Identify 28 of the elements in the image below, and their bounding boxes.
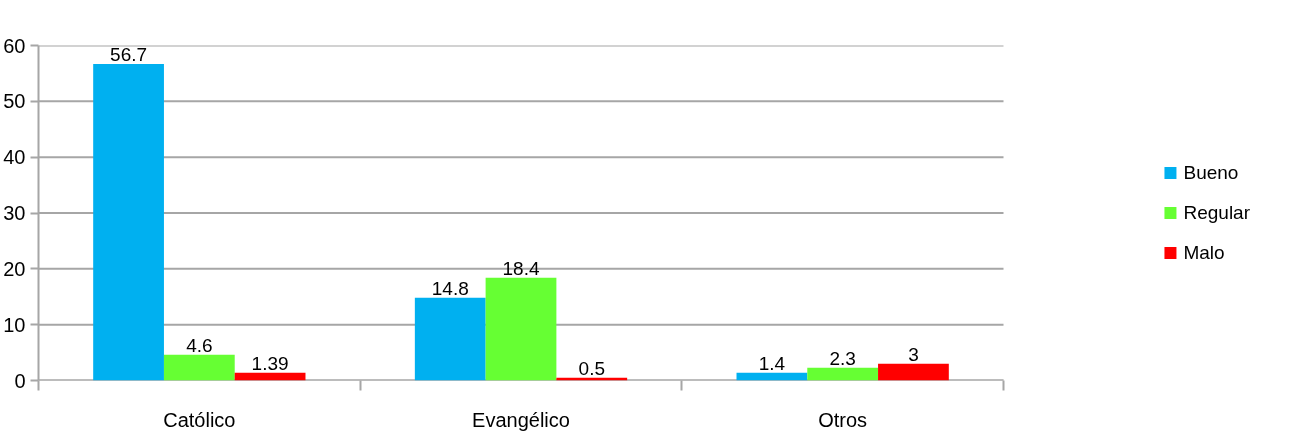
y-tick-label: 50 [3, 90, 26, 113]
bar [878, 363, 949, 381]
data-label: 4.6 [186, 334, 213, 356]
data-label: 18.4 [502, 257, 540, 279]
bar [485, 277, 557, 381]
data-label: 14.8 [431, 277, 469, 299]
legend-label: Regular [1183, 201, 1250, 224]
bar [93, 63, 164, 381]
data-label: 0.5 [578, 357, 605, 379]
bar [414, 297, 486, 381]
data-label: 2.3 [829, 347, 856, 369]
y-tick-label: 10 [3, 313, 26, 336]
bar [807, 367, 879, 381]
y-tick-label: 0 [14, 369, 26, 392]
data-label: 56.7 [110, 43, 148, 65]
y-tick-label: 30 [3, 202, 26, 224]
bar [163, 354, 235, 381]
x-tick-label: Evangélico [472, 408, 570, 431]
data-label: 3 [908, 343, 919, 365]
x-tick-label: Otros [818, 408, 868, 431]
y-tick-label: 40 [3, 146, 26, 169]
data-label: 1.39 [251, 352, 289, 374]
y-tick-label: 60 [3, 34, 26, 57]
legend-label: Malo [1183, 241, 1225, 264]
legend-label: Bueno [1183, 161, 1239, 184]
x-tick-label: Católico [163, 408, 236, 431]
y-tick-label: 20 [3, 257, 26, 280]
data-label: 1.4 [758, 352, 786, 374]
